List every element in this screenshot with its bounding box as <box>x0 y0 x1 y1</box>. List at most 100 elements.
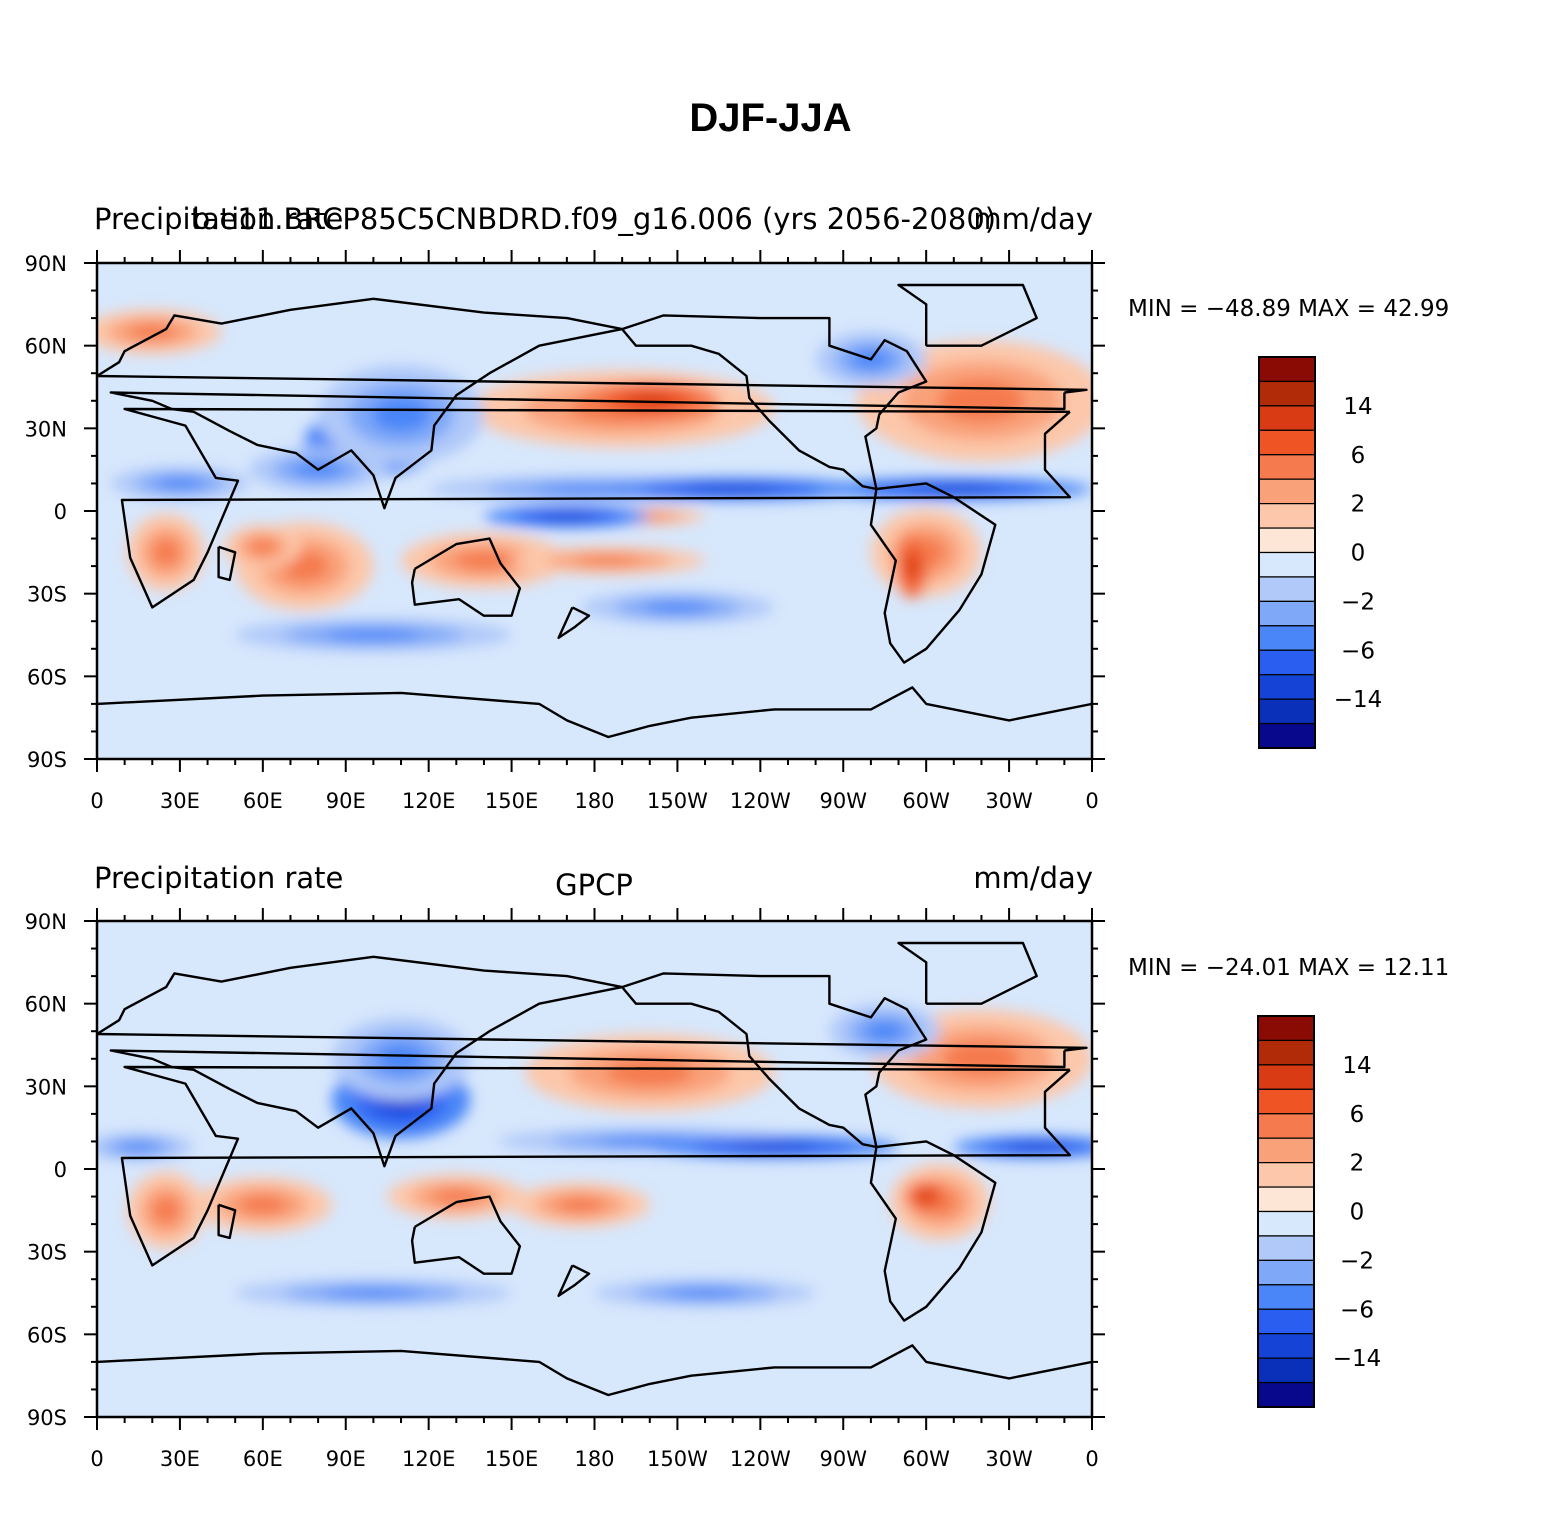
precip-anomaly-blob <box>325 1288 422 1298</box>
colorbar-label: −14 <box>1333 1346 1382 1372</box>
colorbar-box <box>1257 1137 1315 1164</box>
coastline <box>97 1344 1092 1397</box>
lon-tick-label: 30W <box>985 789 1033 813</box>
coastline <box>97 686 1092 739</box>
map-panel-gpcp: Precipitation rate GPCP mm/day 90N 60N 30N… <box>25 861 1450 1471</box>
colorbar-box <box>1258 478 1316 505</box>
lat-tick-label: 0 <box>54 1158 67 1182</box>
precip-anomaly-blob <box>152 1196 180 1224</box>
colorbar-box <box>1258 356 1316 383</box>
coastline <box>120 1065 1072 1267</box>
coastline <box>869 1140 997 1322</box>
colorbar-label: 14 <box>1342 1053 1371 1079</box>
lon-tick-label: 0 <box>1085 1447 1098 1471</box>
colorbar-box <box>1258 600 1316 627</box>
colorbar-label: −6 <box>1341 638 1375 664</box>
colorbar-box <box>1257 1088 1315 1115</box>
lon-tick-label: 150W <box>647 1447 708 1471</box>
precip-anomaly-blob <box>238 1195 288 1215</box>
colorbar-box <box>1257 1162 1315 1188</box>
lat-tick-label: 60N <box>25 993 67 1017</box>
lat-tick-label: 30S <box>27 1241 67 1265</box>
lon-tick-label: 0 <box>90 789 103 813</box>
colorbar-box <box>1257 1357 1315 1384</box>
lat-tick-label: 30N <box>25 417 67 441</box>
coastline <box>217 1203 237 1240</box>
lon-tick-label: 60E <box>243 1447 283 1471</box>
lon-tick-label: 60W <box>902 1447 950 1471</box>
precip-anomaly-blob <box>1007 1143 1066 1151</box>
lat-tick-label: 0 <box>54 500 67 524</box>
lon-tick-label: 60W <box>902 789 950 813</box>
lat-tick-label: 90S <box>27 1406 67 1430</box>
coastline <box>621 314 928 491</box>
colorbar-box <box>1257 1015 1315 1042</box>
precip-anomaly-blob <box>684 485 782 493</box>
precip-anomaly-blob <box>537 512 596 521</box>
lon-tick-label: 30E <box>160 789 200 813</box>
colorbar-label: −14 <box>1334 687 1383 713</box>
colorbar-label: 14 <box>1343 394 1372 420</box>
colorbar-label: −2 <box>1341 589 1375 615</box>
colorbar-label: 2 <box>1350 1151 1365 1177</box>
precip-anomaly-blob <box>942 1041 1021 1077</box>
colorbar-box <box>1258 380 1316 407</box>
lon-tick-label: 60E <box>243 789 283 813</box>
lon-tick-label: 120E <box>402 1447 455 1471</box>
lon-tick-label: 120E <box>402 789 455 813</box>
lat-tick-label: 90S <box>27 748 67 772</box>
colorbar-box <box>1257 1333 1315 1359</box>
panel-left-title: Precipitation rate <box>94 861 343 895</box>
panel-left-title: Precipitation rate <box>94 202 343 236</box>
colorbar-box <box>1258 722 1316 749</box>
coastline <box>410 537 522 617</box>
colorbar-label: 0 <box>1351 541 1366 567</box>
lat-tick-label: 30S <box>27 583 67 607</box>
lat-tick-label: 60N <box>25 335 67 359</box>
coastlines <box>97 283 1092 739</box>
lon-tick-label: 90E <box>326 1447 366 1471</box>
precip-field <box>97 283 1092 739</box>
coastline <box>120 407 1072 609</box>
colorbar-label: −6 <box>1340 1297 1374 1323</box>
precip-anomaly-blob <box>325 629 422 641</box>
precip-field <box>97 941 1092 1397</box>
colorbar-box <box>1257 1113 1315 1139</box>
lon-tick-label: 150W <box>647 789 708 813</box>
precip-anomaly-blob <box>643 601 712 614</box>
colorbar-box <box>1257 1064 1315 1090</box>
coastline <box>97 297 1088 510</box>
precip-anomaly-blob <box>128 324 177 340</box>
lon-tick-label: 90W <box>820 789 868 813</box>
colorbar-box <box>1258 405 1316 431</box>
panel-right-title: mm/day <box>973 202 1093 236</box>
coastline <box>410 1195 522 1275</box>
colorbar-label: 0 <box>1350 1200 1365 1226</box>
coastlines <box>97 941 1092 1397</box>
precip-anomaly-blob <box>155 477 205 490</box>
lon-tick-label: 180 <box>574 1447 614 1471</box>
coastline <box>217 545 237 582</box>
lon-tick-label: 150E <box>485 789 538 813</box>
colorbar-box <box>1258 698 1316 725</box>
figure-title: DJF-JJA <box>689 96 852 140</box>
lon-tick-label: 30W <box>985 1447 1033 1471</box>
coastline <box>897 283 1038 347</box>
colorbar-box <box>1257 1210 1315 1237</box>
colorbar-box <box>1257 1308 1315 1335</box>
colorbar-box <box>1258 674 1316 700</box>
precip-anomaly-blob <box>666 1288 744 1298</box>
lon-tick-label: 90E <box>326 789 366 813</box>
colorbar-box <box>1258 527 1316 554</box>
colorbar-label: 6 <box>1351 443 1366 469</box>
panel-center-title: GPCP <box>555 868 633 902</box>
precip-anomaly-blob <box>152 538 180 566</box>
precip-anomaly-blob <box>606 1059 694 1087</box>
axis-ticks: 90N 60N 30N 0 30S 60S 90S 0 30E 60E 90E 120E 150E 180… <box>25 908 1105 1471</box>
panel-right-title: mm/day <box>973 861 1093 895</box>
precip-anomaly-blob <box>918 1190 934 1203</box>
colorbar-box <box>1257 1381 1315 1408</box>
lat-tick-label: 30N <box>25 1075 67 1099</box>
colorbar-box <box>1258 625 1316 651</box>
precip-anomaly-blob <box>730 1143 818 1151</box>
